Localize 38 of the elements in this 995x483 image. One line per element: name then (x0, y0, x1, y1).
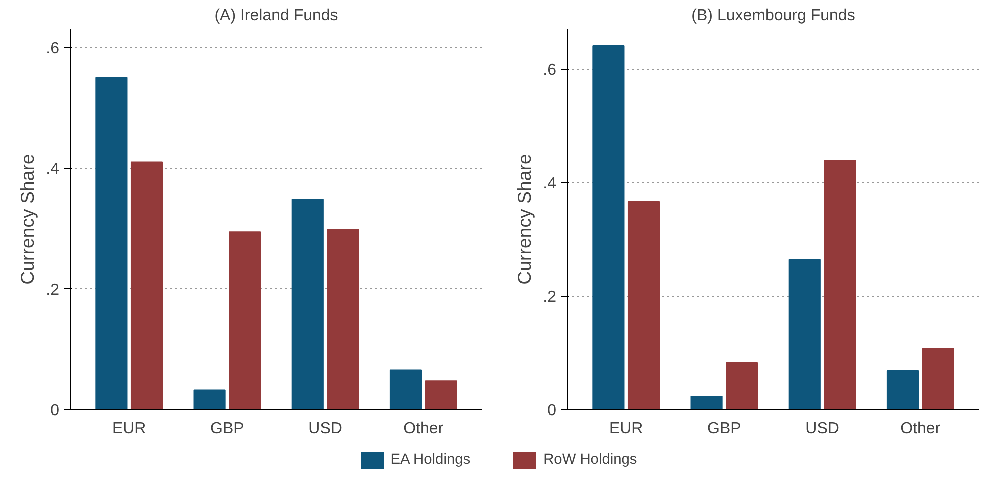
legend-label: RoW Holdings (544, 452, 638, 468)
bar (726, 362, 758, 410)
bar (628, 201, 660, 410)
y-axis-title: Currency Share (514, 154, 536, 285)
x-tick-label: Other (404, 420, 444, 438)
bar (327, 229, 360, 410)
bar (425, 380, 458, 410)
y-tick-label: .2 (543, 289, 557, 306)
bar (229, 232, 262, 410)
bar (390, 370, 422, 410)
bar (922, 348, 954, 410)
bar (292, 199, 324, 410)
bar (788, 259, 821, 410)
legend-label: EA Holdings (390, 452, 471, 468)
bar (592, 45, 625, 410)
chart-title: (B) Luxembourg Funds (692, 8, 856, 24)
bar (96, 77, 128, 410)
x-tick-label: GBP (210, 420, 244, 438)
x-tick-label: USD (308, 420, 342, 438)
bar (824, 160, 856, 410)
bar (130, 162, 164, 410)
y-tick-label: 0 (50, 402, 60, 420)
chart-title: (A) Ireland Funds (214, 8, 338, 24)
y-tick-label: .4 (543, 176, 557, 193)
x-tick-label: Other (900, 420, 942, 438)
y-tick-label: .6 (46, 40, 60, 58)
y-tick-label: .4 (46, 161, 60, 178)
bar (194, 390, 226, 410)
bar (886, 370, 920, 410)
y-tick-label: 0 (548, 402, 557, 420)
x-tick-label: EUR (112, 420, 146, 438)
y-axis-title: Currency Share (17, 154, 38, 285)
y-tick-label: .2 (46, 282, 60, 299)
x-tick-label: USD (806, 420, 840, 438)
x-tick-label: GBP (708, 420, 742, 438)
bar (690, 396, 723, 410)
y-tick-label: .6 (543, 62, 557, 80)
x-tick-label: EUR (609, 420, 644, 438)
